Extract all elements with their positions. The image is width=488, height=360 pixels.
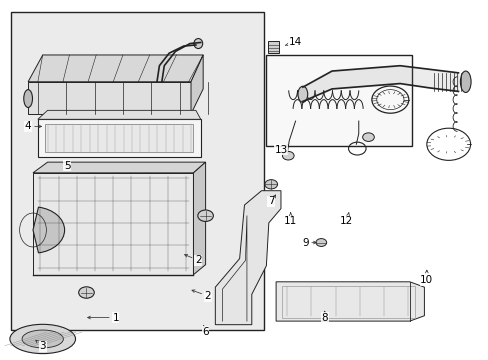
Bar (45, 124, 193, 152)
Text: 6: 6 (202, 325, 208, 337)
Polygon shape (28, 82, 191, 114)
Circle shape (79, 287, 94, 298)
Wedge shape (33, 207, 64, 253)
Text: 2: 2 (192, 290, 211, 301)
Circle shape (282, 152, 293, 160)
Polygon shape (38, 111, 201, 119)
Circle shape (362, 133, 373, 141)
Ellipse shape (459, 71, 470, 93)
Bar (266, 55, 411, 146)
Polygon shape (276, 282, 424, 321)
Bar (267, 41, 278, 53)
Circle shape (264, 180, 277, 189)
Ellipse shape (297, 86, 307, 102)
Text: 9: 9 (302, 238, 316, 248)
Text: 1: 1 (87, 312, 119, 323)
Ellipse shape (22, 330, 63, 348)
Text: 2: 2 (184, 255, 201, 265)
Text: 11: 11 (284, 213, 297, 226)
Circle shape (315, 239, 326, 247)
Text: 13: 13 (274, 144, 287, 155)
Text: 4: 4 (25, 121, 41, 131)
Text: 3: 3 (36, 340, 46, 351)
Text: 10: 10 (419, 270, 432, 285)
Text: 8: 8 (321, 311, 327, 323)
Bar (282, 286, 414, 318)
Circle shape (198, 210, 213, 221)
Bar (38, 119, 201, 157)
Polygon shape (191, 55, 203, 114)
Polygon shape (193, 162, 205, 275)
Polygon shape (28, 55, 203, 82)
Text: 14: 14 (285, 37, 302, 48)
Text: 12: 12 (339, 213, 352, 226)
Bar (11, 12, 264, 330)
Polygon shape (33, 162, 205, 173)
Text: 7: 7 (267, 195, 275, 206)
Ellipse shape (194, 39, 202, 49)
Ellipse shape (24, 90, 32, 108)
Text: 5: 5 (63, 161, 70, 171)
Polygon shape (33, 173, 193, 275)
Polygon shape (215, 191, 281, 325)
Ellipse shape (10, 324, 75, 354)
